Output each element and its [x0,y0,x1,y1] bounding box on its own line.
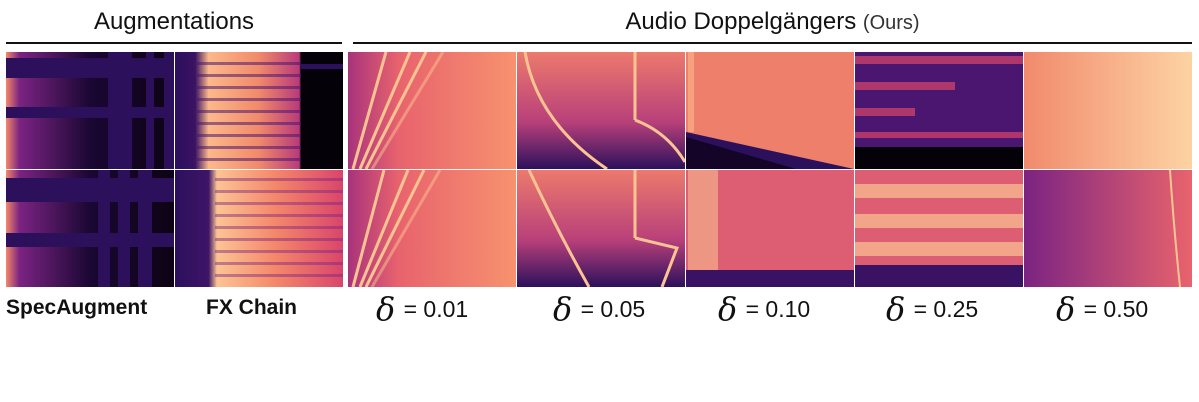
spectrogram-fxchain-2 [175,170,343,287]
label-delta-0.10: δ = 0.10 [718,290,811,328]
spectrogram-delta-0.50-2 [1024,170,1192,287]
spectrogram-delta-0.01-1 [348,52,516,169]
header-ours: (Ours) [862,12,920,34]
spectrogram-delta-0.10-1 [686,52,854,169]
spectrogram-specaugment-1 [6,52,174,169]
label-delta-0.01: δ = 0.01 [376,290,469,328]
spectrogram-fxchain-1 [175,52,343,169]
spectrogram-delta-0.01-2 [348,170,516,287]
spectrogram-delta-0.10-2 [686,170,854,287]
spectrogram-delta-0.50-1 [1024,52,1192,169]
header-rule-left [6,42,342,44]
spectrogram-delta-0.25-1 [855,52,1023,169]
label-fx-chain: FX Chain [206,296,298,319]
header-doppelgangers: Audio Doppelgängers (Ours) [353,8,1192,36]
label-delta-0.25: δ = 0.25 [886,290,979,328]
spectrogram-delta-0.05-2 [517,170,685,287]
label-delta-0.05: δ = 0.05 [553,290,646,328]
spectrogram-specaugment-2 [6,170,174,287]
spectrogram-delta-0.05-1 [517,52,685,169]
header-augmentations: Augmentations [93,8,255,35]
label-delta-0.50: δ = 0.50 [1056,290,1149,328]
label-specaugment: SpecAugment [6,296,148,319]
spectrogram-delta-0.25-2 [855,170,1023,287]
header-doppelgangers-title: Audio Doppelgängers [625,8,857,35]
header-rule-right [353,42,1192,44]
